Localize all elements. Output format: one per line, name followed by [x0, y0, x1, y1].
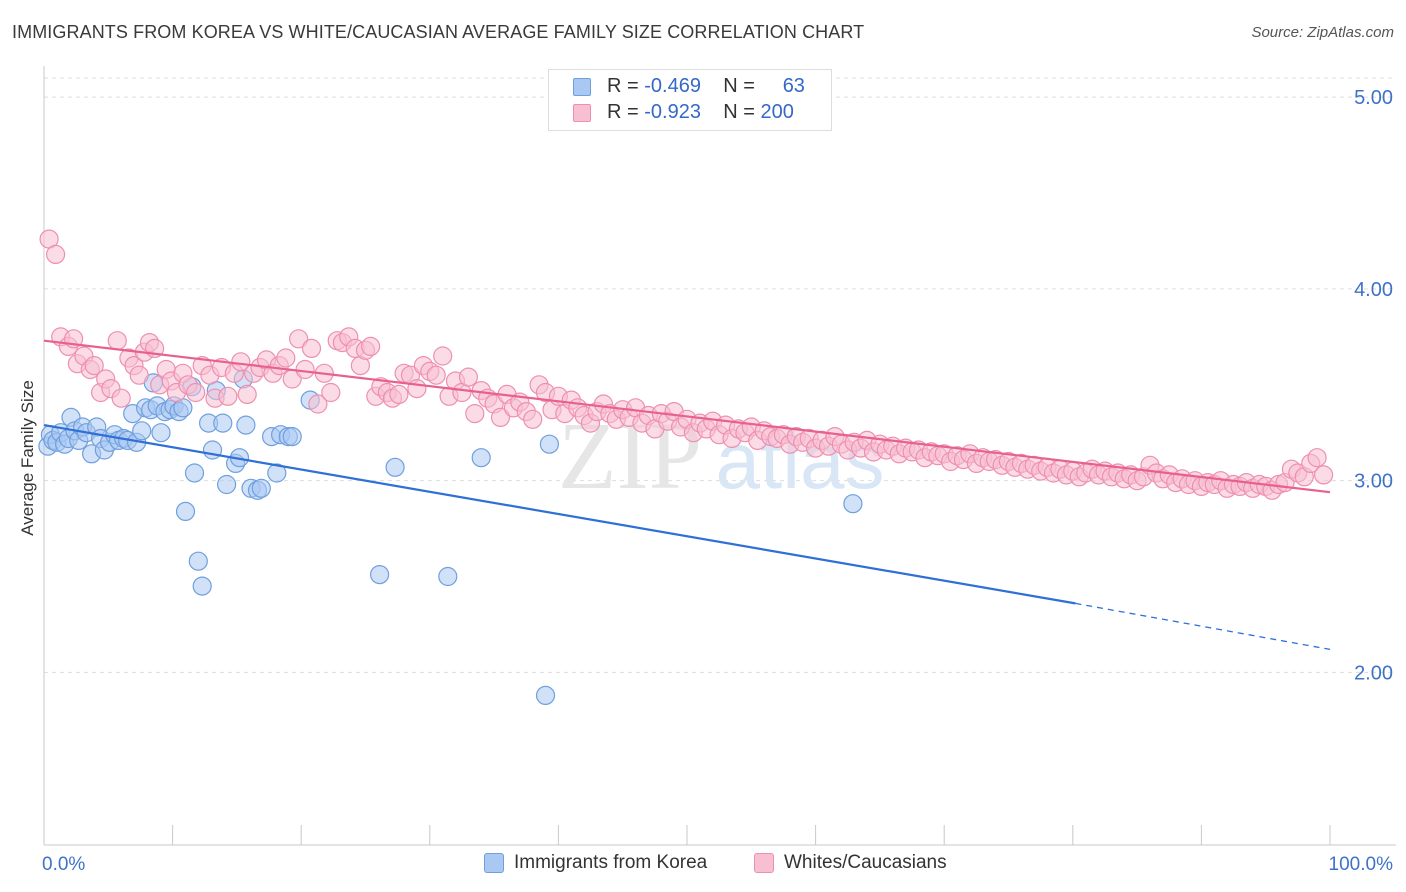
legend-swatch-white: [573, 104, 591, 122]
legend-stats-korea: R = -0.469 N = 63: [607, 75, 805, 98]
y-tick-label-3: 5.00: [1354, 87, 1393, 109]
y-tick-label-1: 3.00: [1354, 471, 1393, 493]
point-blue-52: [267, 463, 287, 483]
point-pink-71: [465, 404, 485, 424]
point-pink-202: [1307, 448, 1327, 468]
point-blue-57: [370, 564, 390, 585]
x-tick-label-min: 0.0%: [42, 854, 85, 875]
point-pink-203: [1313, 465, 1334, 485]
trendline-blue: [43, 423, 1076, 605]
n-value-korea: 63: [782, 75, 805, 97]
legend-stats-white: R = -0.923 N = 200: [607, 101, 794, 124]
legend-label-white: Whites/Caucasians: [784, 852, 947, 873]
series-legend: Immigrants from Korea Whites/Caucasians: [0, 852, 1406, 878]
trend-layer: [43, 339, 1331, 651]
trendline-pink: [43, 339, 1331, 494]
r-value-korea: -0.469: [644, 75, 701, 97]
tick-label-layer: 2.00 3.00 4.00 5.00 0.0% 100.0%: [42, 87, 1393, 875]
legend-bottom-swatch-korea: [484, 853, 504, 873]
point-blue-62: [539, 434, 560, 454]
point-pink-43: [295, 359, 315, 380]
r-label-white: R =: [607, 101, 645, 123]
point-pink-34: [237, 384, 257, 404]
correlation-legend: R = -0.469 N = 63 R = -0.923 N = 200: [548, 69, 832, 131]
point-blue-36: [184, 463, 205, 483]
source-credit: Source: ZipAtlas.com: [1251, 24, 1394, 41]
point-blue-42: [213, 413, 233, 433]
point-pink-45: [308, 394, 328, 414]
point-pink-62: [407, 379, 427, 399]
point-pink-1: [45, 244, 66, 264]
point-pink-65: [426, 365, 446, 385]
point-pink-75: [490, 407, 511, 427]
point-blue-28: [151, 423, 171, 443]
point-blue-63: [843, 494, 863, 514]
point-pink-26: [186, 382, 206, 403]
r-value-white: -0.923: [644, 101, 701, 123]
point-pink-54: [361, 336, 381, 356]
axis-layer: [43, 66, 1396, 846]
points-layer: [38, 229, 1334, 706]
n-value-white: 200: [760, 101, 794, 123]
point-blue-58: [385, 457, 405, 477]
point-blue-43: [217, 474, 237, 495]
y-tick-label-2: 4.00: [1354, 279, 1393, 301]
point-blue-50: [251, 478, 271, 498]
x-tick-label-max: 100.0%: [1329, 854, 1394, 875]
point-blue-34: [175, 501, 196, 521]
point-blue-60: [471, 448, 491, 468]
point-blue-37: [188, 551, 208, 571]
r-label-korea: R =: [607, 75, 645, 97]
point-pink-42: [289, 329, 309, 349]
point-pink-66: [433, 346, 453, 366]
n-label-korea: N =: [723, 75, 761, 97]
point-blue-23: [132, 421, 152, 441]
point-blue-55: [282, 427, 302, 447]
n-label-white: N =: [723, 101, 761, 123]
point-blue-38: [192, 576, 212, 596]
point-pink-12: [107, 331, 127, 351]
point-pink-70: [458, 367, 478, 387]
point-blue-61: [535, 685, 556, 706]
legend-label-korea: Immigrants from Korea: [514, 852, 708, 873]
point-pink-8: [84, 356, 104, 376]
point-blue-59: [438, 566, 458, 587]
chart-title: IMMIGRANTS FROM KOREA VS WHITE/CAUCASIAN…: [12, 22, 865, 42]
point-pink-31: [218, 386, 238, 406]
point-pink-80: [523, 409, 543, 429]
trendline-blue-extension: [1075, 602, 1331, 651]
point-pink-44: [301, 338, 322, 358]
legend-swatch-korea: [573, 78, 591, 96]
point-pink-13: [111, 388, 131, 408]
series-pink: [39, 229, 1334, 500]
y-tick-label-0: 2.00: [1354, 662, 1393, 684]
point-blue-47: [236, 415, 256, 435]
point-pink-47: [321, 382, 341, 403]
legend-bottom-swatch-white: [754, 853, 774, 873]
point-pink-16: [129, 365, 149, 385]
point-pink-59: [389, 384, 409, 404]
point-pink-40: [276, 348, 296, 368]
